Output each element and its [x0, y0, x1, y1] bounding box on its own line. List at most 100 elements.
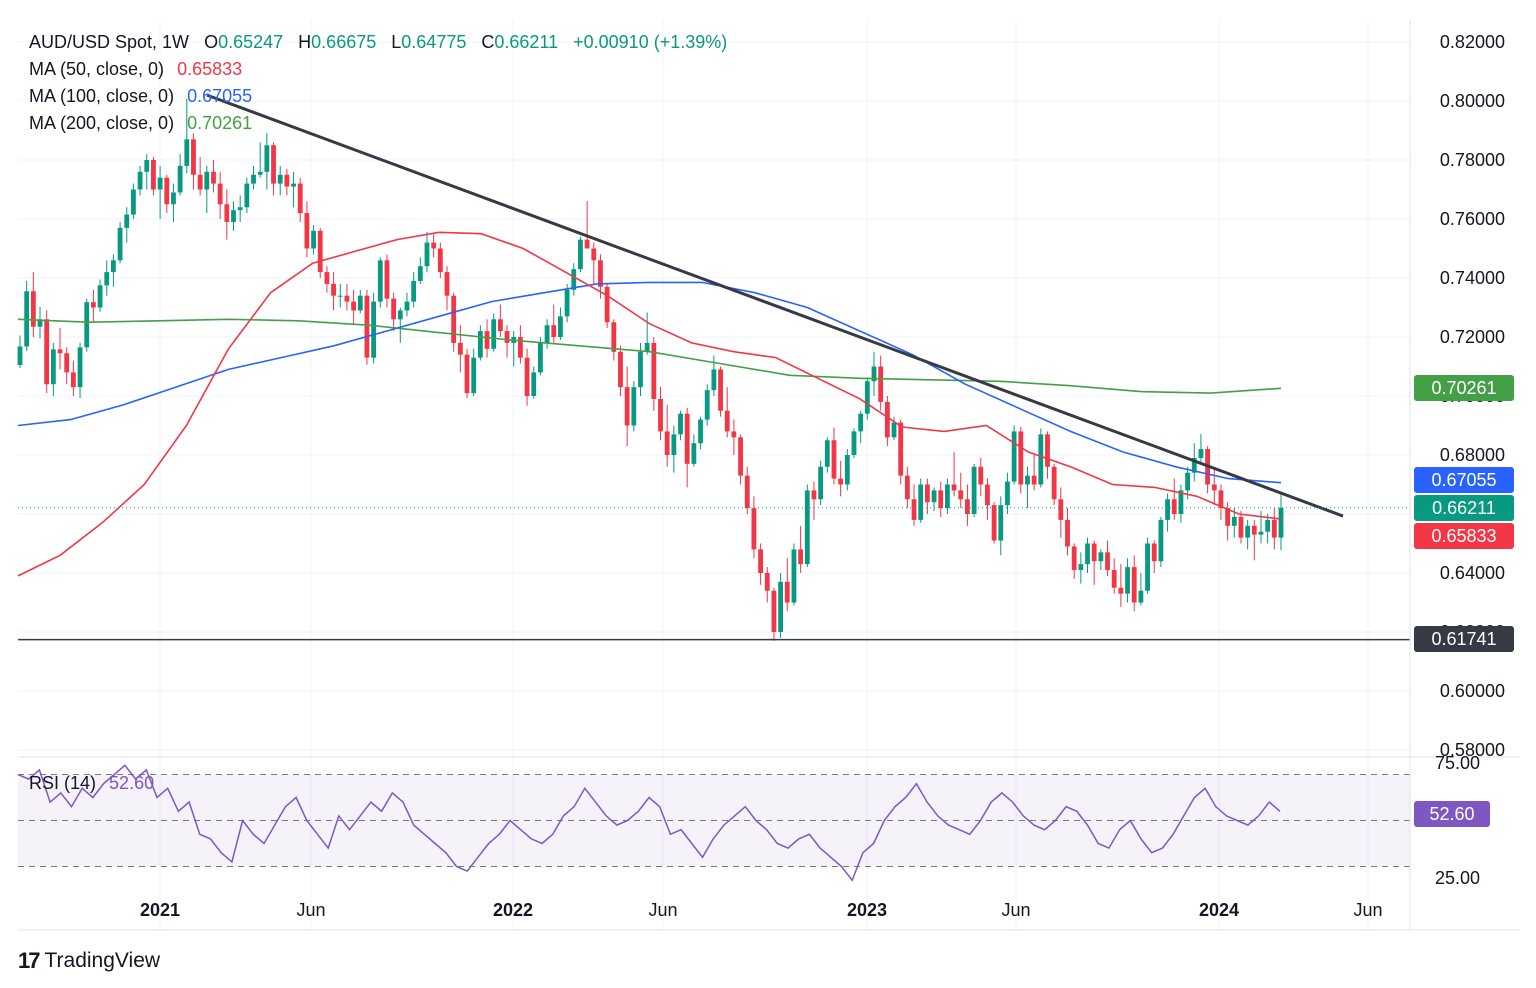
candle-body — [291, 183, 296, 187]
candle-body — [1051, 466, 1057, 500]
candlestick-series — [17, 98, 1284, 641]
candle-body — [171, 192, 176, 205]
candle-body — [985, 484, 990, 506]
candle-body — [364, 295, 370, 358]
open-value: 0.65247 — [218, 32, 284, 52]
candle-body — [791, 549, 797, 603]
candle-body — [304, 213, 310, 249]
ma50-price-badge: 0.65833 — [1414, 523, 1514, 549]
candle-body — [64, 353, 70, 373]
candle-body — [417, 266, 423, 281]
candle-body — [871, 366, 877, 382]
candle-body — [30, 291, 36, 327]
candle-body — [1265, 519, 1271, 532]
candle-body — [1278, 507, 1284, 538]
candle-body — [684, 413, 690, 464]
candle-body — [237, 207, 243, 211]
candle-body — [317, 230, 323, 273]
candle-body — [724, 410, 730, 432]
candle-body — [524, 357, 530, 396]
candle-body — [97, 285, 103, 308]
time-tick-label: 2024 — [1199, 900, 1239, 920]
rsi-label: RSI (14) — [29, 773, 97, 793]
rsi-tick-label: 75.00 — [1435, 753, 1480, 773]
candle-body — [1018, 431, 1024, 485]
candle-body — [804, 490, 810, 565]
candle-body — [357, 295, 363, 311]
candle-body — [104, 272, 110, 286]
candle-body — [497, 319, 503, 332]
candle-body — [1211, 484, 1217, 491]
candle-body — [1058, 499, 1064, 520]
high-value: 0.66675 — [311, 32, 377, 52]
change-value: +0.00910 (+1.39%) — [573, 32, 728, 52]
candle-body — [1118, 587, 1124, 594]
candle-body — [377, 260, 383, 302]
candle-body — [477, 331, 483, 358]
candle-body — [778, 581, 784, 632]
ma200-legend: MA (200, close, 0) 0.70261 — [29, 113, 252, 134]
candle-body — [124, 214, 130, 228]
candle-body — [1171, 499, 1177, 514]
candle-body — [851, 431, 857, 455]
candle-body — [131, 189, 136, 215]
ma200-line — [17, 318, 1282, 394]
time-tick-label: 2021 — [140, 900, 180, 920]
candle-body — [858, 413, 864, 432]
candle-body — [965, 499, 970, 514]
candle-body — [17, 346, 23, 366]
candle-body — [824, 440, 830, 467]
candle-body — [531, 372, 537, 396]
candle-body — [971, 466, 977, 514]
candle-body — [44, 319, 50, 385]
candle-body — [564, 289, 570, 317]
candle-body — [624, 387, 630, 426]
ohlc-legend: AUD/USD Spot, 1W O0.65247 H0.66675 L0.64… — [29, 32, 727, 53]
candle-body — [731, 431, 737, 438]
candle-body — [1111, 570, 1117, 588]
candle-body — [464, 354, 470, 394]
candle-body — [718, 369, 723, 411]
candle-body — [998, 505, 1004, 541]
candle-body — [251, 174, 256, 184]
time-tick-label: Jun — [296, 900, 325, 920]
candle-body — [197, 174, 203, 190]
candle-body — [551, 325, 557, 337]
candle-body — [70, 372, 76, 388]
candle-body — [758, 549, 763, 573]
rsi-legend: RSI (14) 52.60 — [29, 773, 154, 794]
candle-body — [924, 484, 930, 503]
rsi-line — [17, 764, 1281, 882]
candle-body — [584, 239, 590, 249]
candle-body — [1258, 531, 1264, 535]
candle-body — [1085, 543, 1090, 565]
downtrend-line — [206, 93, 1344, 518]
candle-body — [544, 325, 550, 343]
price-tick-label: 0.82000 — [1440, 32, 1505, 52]
candle-body — [84, 302, 90, 348]
candle-body — [344, 295, 350, 302]
candle-body — [838, 478, 844, 485]
open-label: O — [204, 32, 219, 52]
candle-body — [538, 342, 543, 373]
candle-body — [431, 242, 437, 249]
candle-body — [1198, 449, 1204, 458]
candle-body — [1078, 564, 1084, 571]
candle-body — [37, 319, 43, 327]
symbol-title: AUD/USD Spot, 1W — [29, 32, 190, 52]
ma200-price-badge: 0.70261 — [1414, 375, 1514, 401]
candle-body — [958, 490, 964, 500]
candle-body — [371, 301, 377, 358]
candle-body — [771, 590, 777, 632]
candle-body — [1151, 543, 1157, 562]
candle-body — [77, 347, 83, 388]
candle-body — [1131, 567, 1137, 603]
moving-averages — [17, 231, 1282, 577]
candle-body — [1091, 543, 1097, 562]
candle-body — [1025, 475, 1030, 485]
tradingview-branding[interactable]: 17 TradingView — [18, 948, 160, 974]
candle-body — [991, 505, 997, 541]
candle-body — [1185, 472, 1190, 491]
candle-body — [271, 145, 276, 184]
